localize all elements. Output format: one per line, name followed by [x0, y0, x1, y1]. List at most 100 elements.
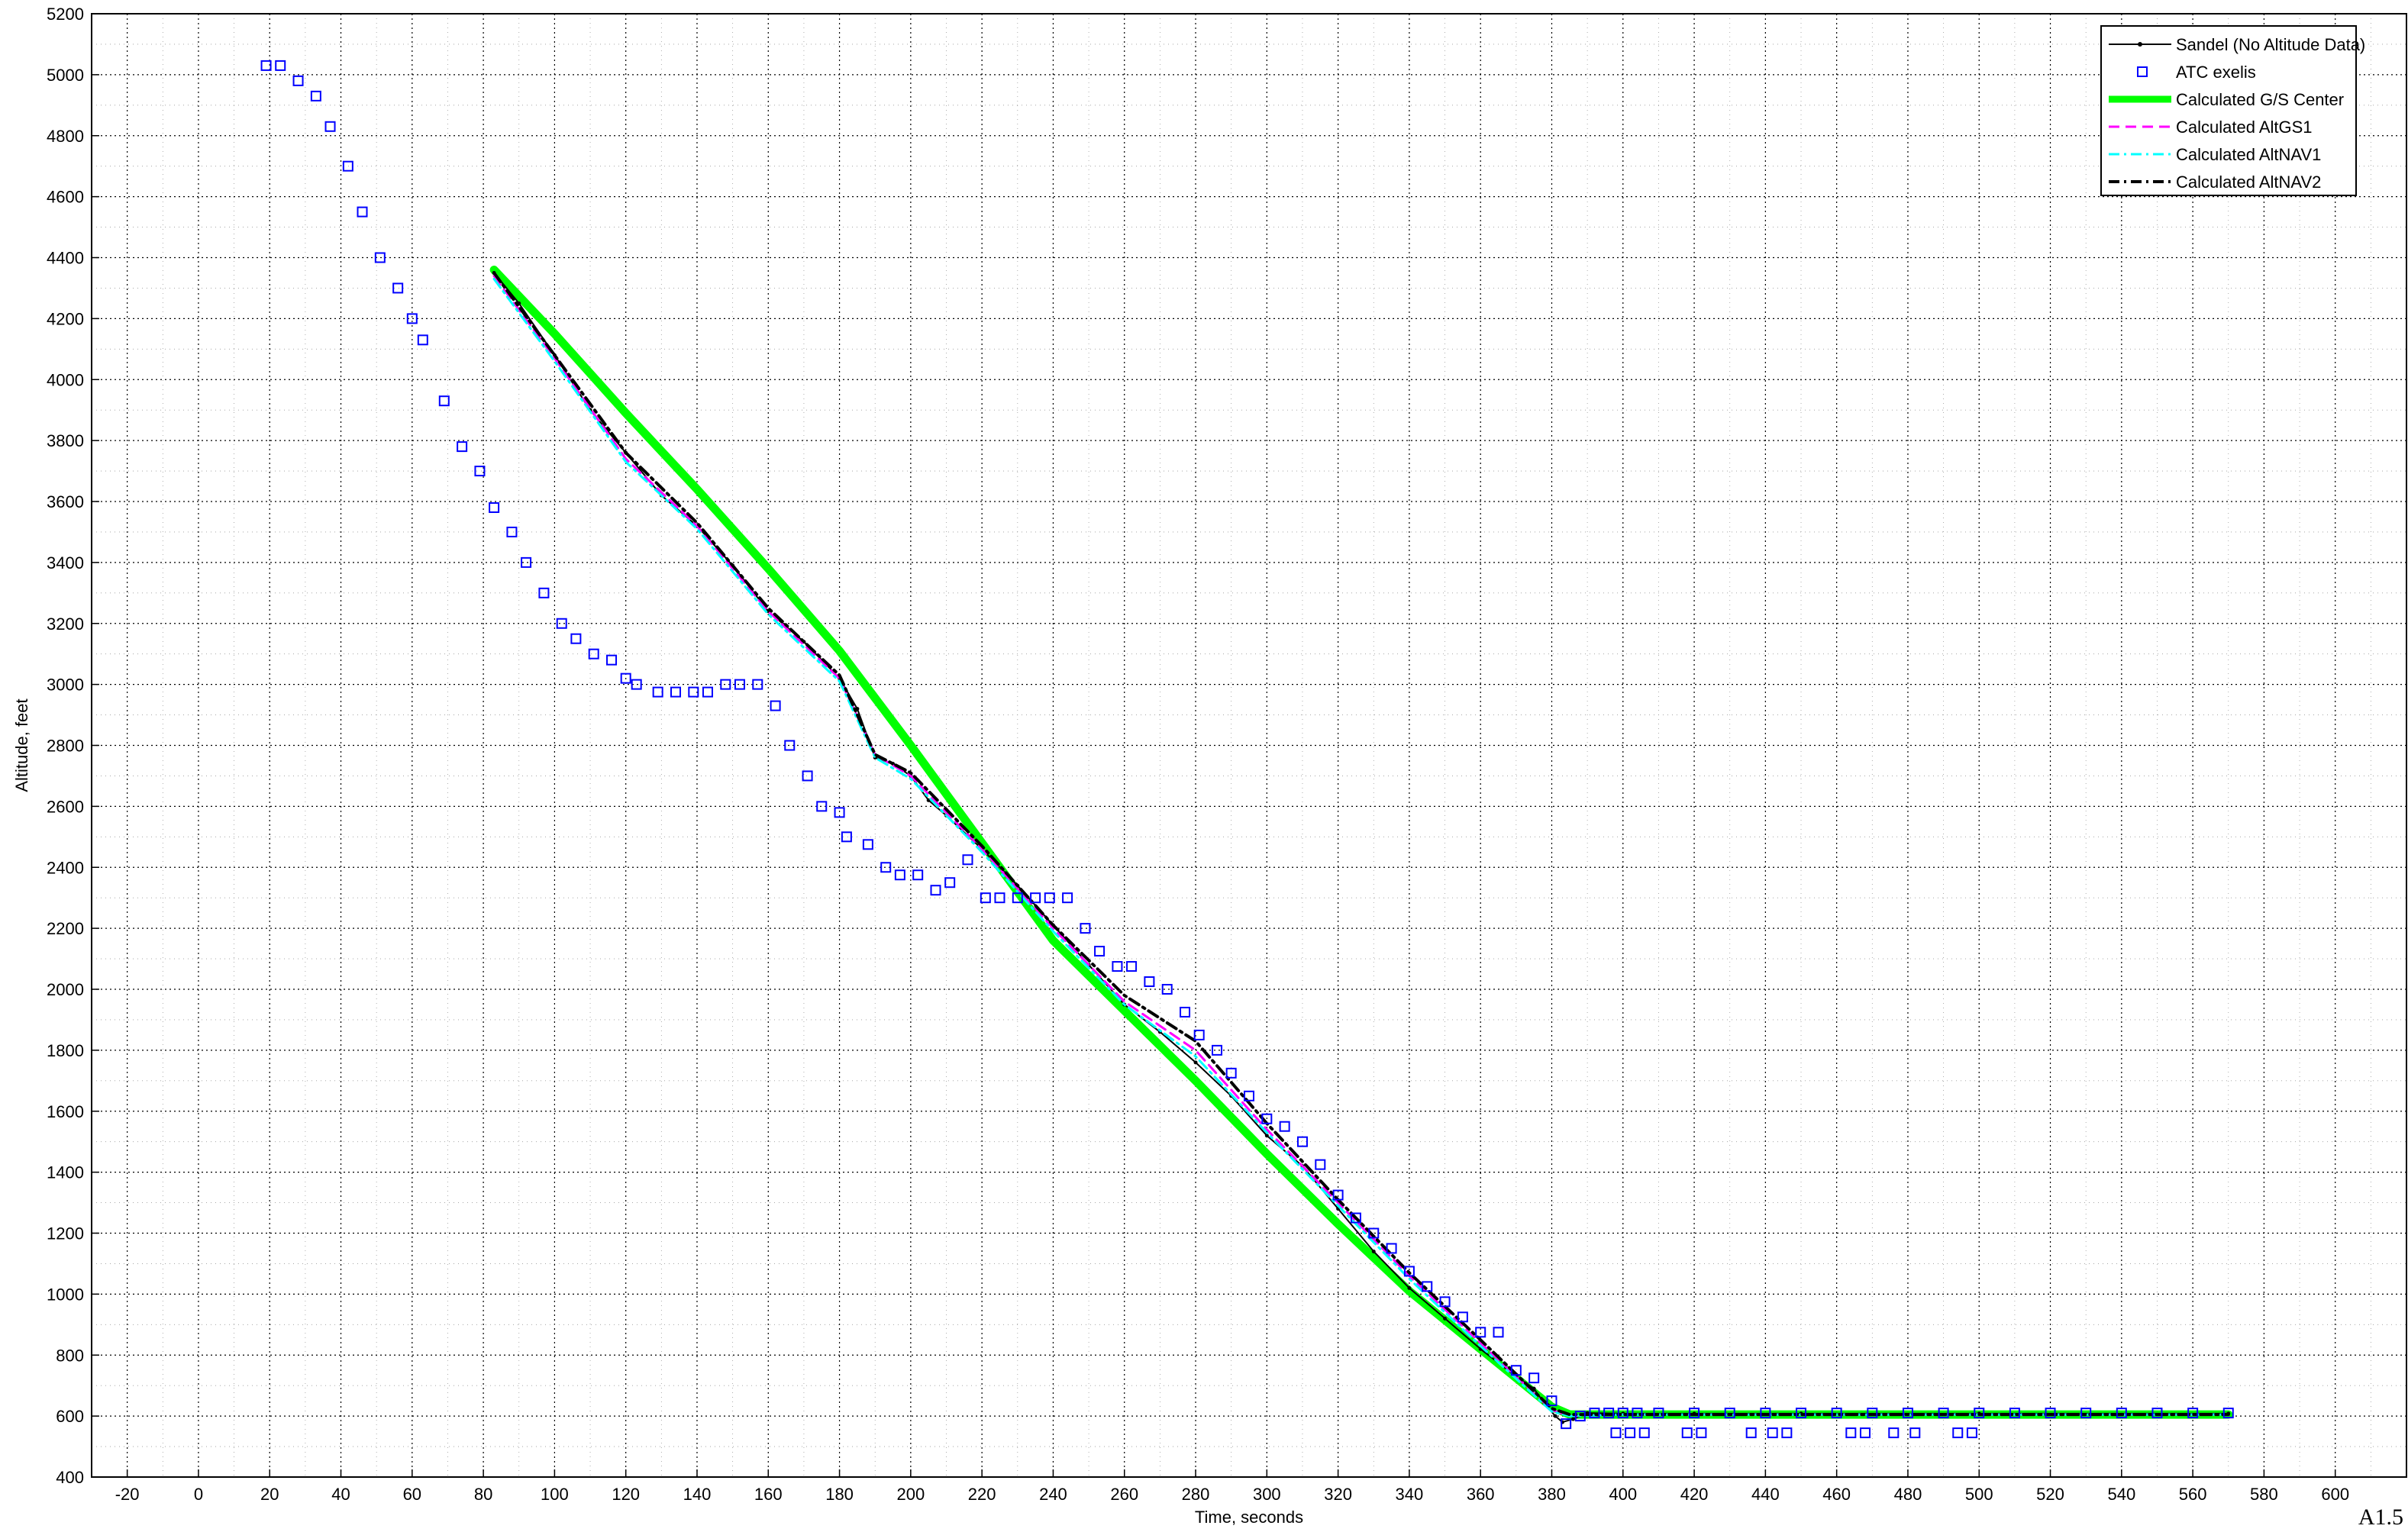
y-tick-label: 4200 [47, 309, 84, 328]
y-tick-label: 2600 [47, 797, 84, 816]
axis-ticks: -20 0 20 40 60 80 100 120 140 160 180 200 220 240 260 2… [47, 5, 2349, 1504]
data-point [816, 801, 828, 812]
x-tick-label: 0 [194, 1485, 203, 1504]
data-point [894, 869, 905, 881]
data-point [1653, 1408, 1664, 1419]
data-point [1638, 1427, 1650, 1439]
data-point [834, 807, 845, 818]
legend-item: Calculated AltGS1 [2109, 118, 2313, 137]
data-point [1952, 1427, 1964, 1439]
data-point [1859, 1427, 1871, 1439]
data-point [1553, 1414, 1557, 1418]
legend-marker [2137, 66, 2148, 77]
data-point [1570, 1417, 1575, 1421]
data-point [1212, 1044, 1223, 1056]
data-point [1528, 1372, 1540, 1384]
data-point [1332, 1189, 1344, 1201]
data-point [1080, 923, 1091, 934]
data-point [2116, 1408, 2127, 1419]
data-point [688, 686, 699, 698]
data-point [489, 502, 500, 513]
y-tick-label: 5000 [47, 66, 84, 85]
data-point [1126, 961, 1138, 972]
x-tick-label: 380 [1538, 1485, 1566, 1504]
data-point [1422, 1281, 1433, 1292]
data-point [1724, 1408, 1735, 1419]
data-point [1603, 1408, 1615, 1419]
x-tick-label: 540 [2107, 1485, 2135, 1504]
x-tick-label: 300 [1253, 1485, 1281, 1504]
data-point [1225, 1067, 1237, 1079]
data-point [1144, 976, 1155, 988]
data-point [1888, 1427, 1900, 1439]
data-point [310, 90, 321, 102]
x-tick-label: 140 [683, 1485, 712, 1504]
legend-item: Sandel (No Altitude Data) [2109, 35, 2365, 54]
y-tick-label: 3200 [47, 614, 84, 634]
x-tick-label: 520 [2036, 1485, 2064, 1504]
data-point [1689, 1408, 1700, 1419]
data-point [1180, 1006, 1191, 1018]
data-point [2222, 1408, 2234, 1419]
y-tick-label: 2800 [47, 737, 84, 756]
data-point [2045, 1408, 2056, 1419]
data-point [406, 313, 418, 324]
series-calculated-g-s-center [489, 266, 2233, 1419]
data-point [260, 60, 272, 71]
data-point [944, 877, 956, 889]
data-point [1966, 1427, 1977, 1439]
data-point [417, 334, 428, 346]
x-tick-label: -20 [115, 1485, 140, 1504]
data-point [1909, 1427, 1921, 1439]
data-point [1510, 1365, 1522, 1376]
grid [92, 13, 2406, 1478]
data-point [474, 466, 486, 477]
data-point [1475, 1327, 1486, 1338]
y-tick-label: 2000 [47, 980, 84, 999]
y-tick-label: 4600 [47, 188, 84, 207]
data-point [588, 648, 599, 660]
legend-label: Calculated AltGS1 [2176, 118, 2313, 137]
data-point [631, 679, 642, 690]
y-tick-label: 2200 [47, 919, 84, 938]
data-point [1617, 1408, 1628, 1419]
data-point [752, 679, 763, 690]
data-point [538, 587, 550, 598]
x-tick-label: 80 [474, 1485, 492, 1504]
data-point [1350, 1212, 1361, 1224]
x-tick-label: 120 [612, 1485, 640, 1504]
data-point [1457, 1311, 1468, 1323]
x-tick-label: 580 [2250, 1485, 2278, 1504]
legend-item: Calculated AltNAV2 [2109, 173, 2321, 192]
x-tick-label: 20 [260, 1485, 279, 1504]
x-tick-label: 440 [1751, 1485, 1780, 1504]
y-tick-label: 1800 [47, 1041, 84, 1060]
y-tick-label: 3800 [47, 431, 84, 450]
legend-label: Sandel (No Altitude Data) [2176, 35, 2365, 54]
data-point [1632, 1408, 1643, 1419]
page-label: A1.5 [2358, 1505, 2403, 1530]
data-point [1681, 1427, 1693, 1439]
data-point [1760, 1408, 1771, 1419]
data-point [1589, 1408, 1600, 1419]
data-point [275, 60, 286, 71]
data-point [1745, 1427, 1757, 1439]
data-point [1264, 1134, 1269, 1138]
data-point [1845, 1427, 1857, 1439]
series-atc-exelis [260, 60, 2234, 1439]
series-layer [260, 60, 2234, 1439]
data-point [1368, 1227, 1380, 1239]
data-point [962, 854, 973, 866]
x-tick-label: 560 [2179, 1485, 2207, 1504]
x-tick-label: 340 [1396, 1485, 1424, 1504]
data-point [1696, 1427, 1707, 1439]
data-point [2009, 1408, 2020, 1419]
x-tick-label: 100 [541, 1485, 569, 1504]
data-point [1030, 892, 1041, 904]
data-point [1561, 1418, 1572, 1430]
data-point [324, 121, 336, 132]
x-tick-label: 420 [1680, 1485, 1709, 1504]
series-line [492, 271, 2230, 1417]
y-tick-label: 4000 [47, 370, 84, 389]
